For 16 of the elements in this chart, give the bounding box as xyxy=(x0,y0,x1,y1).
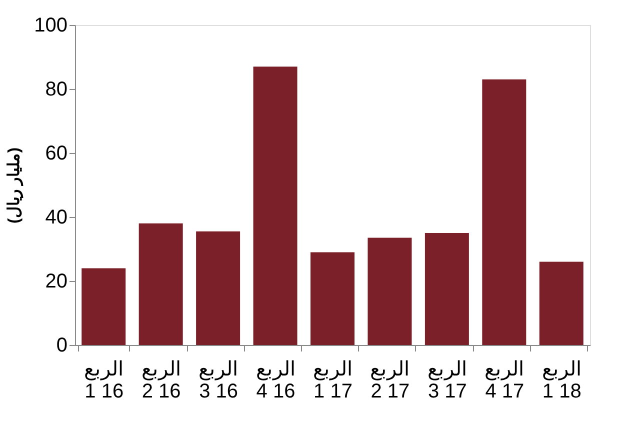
bar xyxy=(82,268,126,345)
y-tick-label: 80 xyxy=(45,78,68,100)
bar xyxy=(482,79,526,345)
bar xyxy=(138,223,183,345)
bar xyxy=(368,238,412,345)
bar xyxy=(424,233,469,345)
y-axis-title: (مليار ريال) xyxy=(6,147,24,224)
bar xyxy=(539,262,584,345)
y-tick-label: 60 xyxy=(45,142,68,164)
bar xyxy=(310,252,354,345)
y-tick-label: 100 xyxy=(34,14,68,36)
y-tick-label: 40 xyxy=(45,206,68,228)
bar xyxy=(196,231,240,345)
y-tick-label: 0 xyxy=(56,334,68,356)
y-tick-label: 20 xyxy=(45,270,68,292)
bar xyxy=(253,66,298,345)
